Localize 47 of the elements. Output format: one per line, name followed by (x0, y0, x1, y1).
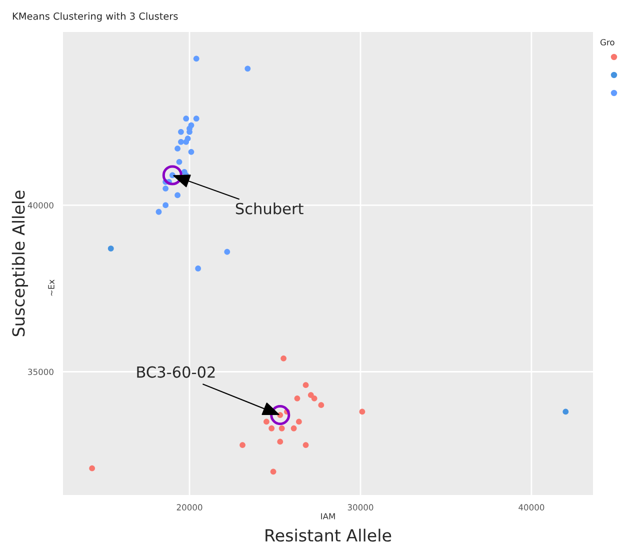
point (162, 186, 169, 192)
point (294, 395, 300, 402)
point (178, 138, 184, 145)
y-axis-title: Susceptible Allele (12, 190, 28, 336)
x-tick-label: 30000 (348, 504, 374, 510)
point (302, 382, 309, 388)
point (156, 208, 162, 215)
point (240, 442, 246, 448)
point (183, 138, 190, 145)
x-tick-label: 20000 (176, 504, 202, 510)
x-axis-title: Resistant Allele (266, 528, 392, 542)
point (224, 248, 230, 255)
point (193, 116, 200, 122)
x-tick-label: 40000 (518, 504, 544, 510)
point (183, 116, 190, 122)
point (174, 146, 180, 152)
point (290, 425, 297, 432)
legend-title: Gro (600, 39, 614, 46)
point (318, 402, 324, 408)
point (188, 148, 194, 155)
point (244, 66, 251, 72)
point (302, 442, 309, 448)
point (174, 192, 180, 198)
point (108, 246, 114, 252)
point (195, 266, 202, 272)
point (178, 128, 184, 135)
y-tick-label: 35000 (28, 368, 54, 376)
point (176, 158, 182, 165)
point (268, 425, 275, 432)
point (278, 425, 285, 432)
point (89, 465, 96, 472)
point (270, 468, 276, 475)
point (311, 395, 318, 402)
point (359, 408, 366, 415)
point (162, 202, 169, 208)
point (277, 438, 284, 445)
point (296, 418, 302, 425)
chart-title: KMeans Clustering with 3 Clusters (12, 12, 178, 22)
text: ~Ex (48, 280, 54, 296)
point (193, 56, 200, 62)
point (280, 355, 286, 362)
point (562, 408, 569, 415)
annotation: BC3-60-02 (137, 366, 215, 378)
point (264, 418, 270, 425)
text: IAM (321, 513, 335, 520)
annotation: Schubert (236, 202, 304, 214)
point (308, 392, 314, 398)
